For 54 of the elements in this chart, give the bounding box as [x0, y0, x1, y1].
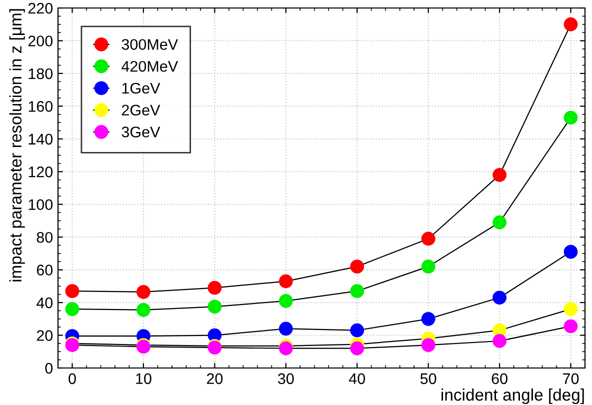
point [278, 274, 293, 288]
point [421, 232, 436, 246]
point [421, 312, 436, 326]
point [492, 215, 506, 230]
x-tick-label: 50 [420, 373, 436, 384]
point [421, 338, 436, 352]
y-tick-label: 100 [28, 199, 53, 210]
y-tick-label: 0 [45, 362, 53, 374]
y-axis-title: impact parameter resolution in z [μm] [9, 9, 25, 282]
x-tick-label: 20 [206, 373, 223, 384]
y-tick-label: 120 [28, 166, 53, 178]
y-tick-label: 60 [36, 264, 53, 276]
point [350, 260, 364, 274]
y-tick-label: 160 [28, 101, 53, 112]
point [350, 341, 364, 356]
point [421, 260, 436, 274]
y-tick-label: 140 [28, 134, 53, 145]
legend-label: 3GeV [122, 126, 160, 138]
point [65, 302, 80, 316]
point [564, 302, 578, 316]
point [208, 300, 222, 314]
point [208, 280, 222, 295]
point [136, 302, 150, 317]
x-tick-label: 70 [563, 373, 579, 384]
legend-label: 420MeV [122, 60, 178, 72]
point [492, 168, 506, 182]
x-tick-label: 0 [68, 373, 76, 384]
point [65, 284, 80, 298]
point [350, 323, 364, 338]
x-tick-label: 30 [278, 373, 294, 384]
point [278, 322, 293, 336]
x-tick-label: 60 [492, 373, 508, 384]
y-tick-label: 80 [36, 232, 53, 243]
legend-label: 1GeV [122, 82, 160, 94]
point [136, 284, 150, 299]
y-tick-label: 180 [28, 68, 53, 80]
point [564, 110, 578, 125]
x-axis-title: incident angle [deg] [442, 388, 584, 404]
point [492, 334, 506, 348]
point [350, 284, 364, 298]
legend-label: 2GeV [122, 104, 160, 116]
y-tick-label: 200 [28, 36, 53, 46]
point [564, 244, 578, 259]
x-tick-label: 10 [136, 373, 152, 384]
y-tick-label: 220 [28, 2, 53, 14]
point [278, 341, 293, 356]
y-tick-label: 40 [36, 297, 53, 308]
point [564, 319, 578, 334]
point [278, 294, 293, 308]
point [564, 17, 578, 32]
point [492, 290, 506, 305]
y-tick-label: 20 [36, 330, 53, 341]
legend-label: 300MeV [122, 39, 178, 50]
x-tick-label: 40 [348, 373, 366, 384]
